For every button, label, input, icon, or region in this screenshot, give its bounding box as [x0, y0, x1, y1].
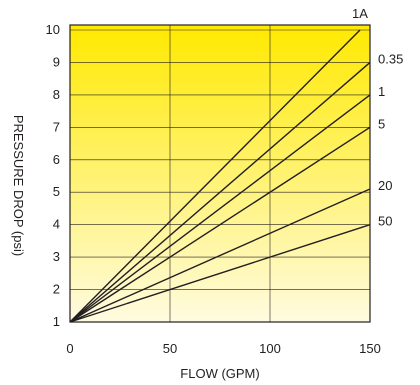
y-tick-label: 3: [53, 249, 60, 264]
y-axis-ticks: 1 2 3 4 5 6 7 8 9 10: [46, 22, 60, 329]
series-line: [69, 188, 371, 323]
x-tick-label: 50: [163, 341, 177, 356]
series-labels: 1A 0.35 1 5 20 50: [352, 6, 403, 229]
series-label: 5: [378, 116, 385, 131]
x-tick-label: 0: [66, 341, 73, 356]
series-line: [69, 61, 371, 323]
y-tick-label: 6: [53, 152, 60, 167]
x-axis-label: FLOW (GPM): [180, 366, 259, 381]
y-tick-label: 9: [53, 54, 60, 69]
x-tick-label: 150: [359, 341, 381, 356]
x-axis-ticks: 0 50 100 150: [66, 341, 380, 356]
series-label: 50: [378, 214, 392, 229]
y-tick-label: 5: [53, 184, 60, 199]
series-line: [69, 29, 361, 323]
y-tick-label: 7: [53, 119, 60, 134]
y-tick-label: 10: [46, 22, 60, 37]
series-line: [69, 94, 371, 323]
series-label: 1A: [352, 6, 368, 21]
y-tick-label: 1: [53, 314, 60, 329]
series-label: 20: [378, 178, 392, 193]
series-line: [69, 224, 371, 323]
y-tick-label: 8: [53, 87, 60, 102]
series-line: [69, 126, 371, 323]
series-label: 0.35: [378, 51, 403, 66]
series-lines: [69, 29, 371, 323]
y-tick-label: 2: [53, 282, 60, 297]
y-axis-label: PRESSURE DROP (psi): [11, 115, 26, 256]
x-tick-label: 100: [259, 341, 281, 356]
plot-border: [69, 24, 371, 323]
y-tick-label: 4: [53, 217, 60, 232]
series-label: 1: [378, 84, 385, 99]
